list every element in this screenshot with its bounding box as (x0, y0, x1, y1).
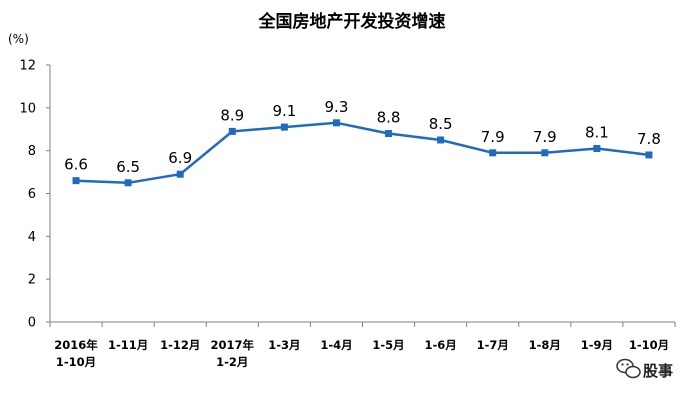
data-point (176, 170, 184, 178)
data-point (489, 149, 497, 157)
data-labels: 6.6 6.5 6.9 8.9 9.1 9.3 8.8 8.5 7.9 7.9 8.1 7.8 (64, 98, 661, 176)
series-line-path (75, 121, 650, 185)
data-label: 8.5 (429, 115, 453, 133)
y-tick-label: 6 (28, 187, 36, 202)
y-tick-label: 10 (19, 101, 36, 116)
x-tick-label: 2016年 (54, 338, 98, 352)
x-tick-label: 1-10月 (56, 355, 96, 369)
watermark-text: 股事 (643, 362, 673, 380)
data-label: 8.9 (220, 106, 244, 124)
data-point (72, 177, 80, 185)
data-point (228, 127, 236, 135)
x-tick-label: 1-5月 (372, 338, 404, 352)
wechat-icon (616, 358, 641, 379)
x-tick-label: 1-6月 (424, 338, 456, 352)
x-tick-label: 1-12月 (160, 338, 200, 352)
data-point (437, 136, 445, 144)
x-tick-label: 2017年 (211, 338, 255, 352)
y-tick-label: 2 (28, 273, 36, 288)
watermark: 股事 (616, 358, 673, 380)
data-point (541, 149, 549, 157)
data-label: 7.9 (481, 128, 505, 146)
y-tick-labels: 0 2 4 6 8 10 12 (19, 59, 36, 331)
series-line (72, 119, 653, 187)
axes (46, 64, 676, 327)
y-tick-label: 0 (28, 316, 36, 331)
data-label: 6.5 (116, 158, 140, 176)
data-point (280, 123, 288, 131)
y-tick-label: 12 (19, 59, 36, 74)
x-tick-label: 1-9月 (581, 338, 613, 352)
y-axis-unit: (%) (8, 32, 29, 46)
data-label: 9.3 (325, 98, 349, 116)
data-label: 8.8 (377, 109, 401, 127)
x-tick-label: 1-3月 (268, 338, 300, 352)
data-label: 7.8 (637, 130, 661, 148)
data-label: 8.1 (585, 124, 609, 142)
x-tick-label: 1-4月 (320, 338, 352, 352)
x-tick-label: 1-2月 (216, 355, 248, 369)
data-label: 6.6 (64, 156, 88, 174)
chart-title: 全国房地产开发投资增速 (258, 11, 446, 32)
x-tick-label: 1-10月 (629, 338, 669, 352)
x-tick-label: 1-7月 (477, 338, 509, 352)
data-point (385, 130, 393, 138)
x-tick-label: 1-8月 (529, 338, 561, 352)
data-label: 6.9 (168, 149, 192, 167)
data-point (593, 145, 601, 153)
y-tick-label: 4 (28, 230, 36, 245)
data-point (645, 151, 653, 159)
data-label: 9.1 (272, 102, 296, 120)
data-label: 7.9 (533, 128, 557, 146)
x-tick-label: 1-11月 (108, 338, 148, 352)
data-point (332, 119, 340, 127)
data-point (124, 179, 132, 187)
x-tick-labels: 2016年 1-10月 1-11月 1-12月 2017年 1-2月 1-3月 1-4月 1-5… (54, 338, 669, 369)
y-tick-label: 8 (28, 144, 36, 159)
